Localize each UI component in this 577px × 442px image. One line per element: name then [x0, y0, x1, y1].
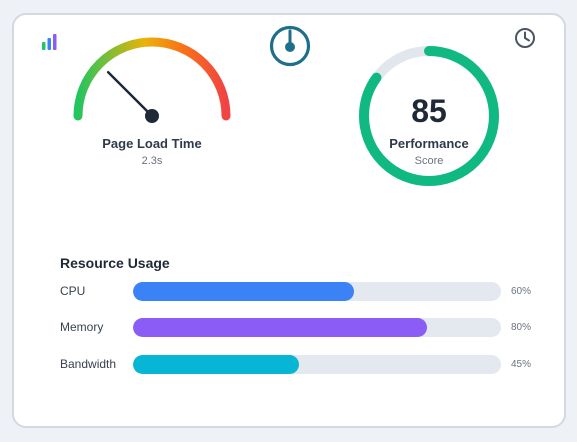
resource-row-bandwidth: Bandwidth 45% — [60, 355, 550, 375]
resource-usage-title: Resource Usage — [60, 255, 170, 271]
gauge-title: Page Load Time — [102, 136, 202, 151]
bar-chart-icon[interactable] — [41, 33, 59, 51]
resource-row-memory: Memory 80% — [60, 318, 550, 338]
gauge-value: 2.3s — [141, 155, 163, 167]
performance-sub-label: Score — [414, 155, 444, 167]
performance-ring-progress — [359, 46, 499, 186]
resource-label: CPU — [60, 284, 86, 298]
resource-fill-memory — [133, 318, 428, 337]
gauge-arc — [73, 37, 231, 121]
resource-fill-bandwidth — [133, 355, 299, 374]
resource-percent: 45% — [511, 359, 532, 370]
resource-label: Bandwidth — [60, 357, 117, 371]
resource-track — [133, 282, 501, 301]
resource-row-cpu: CPU 60% — [60, 282, 550, 302]
resource-label: Memory — [60, 320, 104, 334]
resource-fill-cpu — [133, 282, 354, 301]
gauge-hub — [145, 109, 159, 123]
performance-ring — [359, 46, 499, 186]
power-gauge-icon[interactable] — [269, 25, 311, 67]
resource-percent: 60% — [511, 286, 532, 297]
performance-label: Performance — [389, 136, 469, 151]
resource-percent: 80% — [511, 322, 532, 333]
clock-icon[interactable] — [514, 27, 536, 49]
performance-score: 85 — [411, 93, 447, 129]
resource-track — [133, 318, 501, 337]
gauge-needle — [106, 70, 154, 118]
metrics-card: Page Load Time 2.3s 85 Performance Score… — [12, 13, 566, 428]
page-load-gauge — [73, 37, 231, 123]
resource-track — [133, 355, 501, 374]
